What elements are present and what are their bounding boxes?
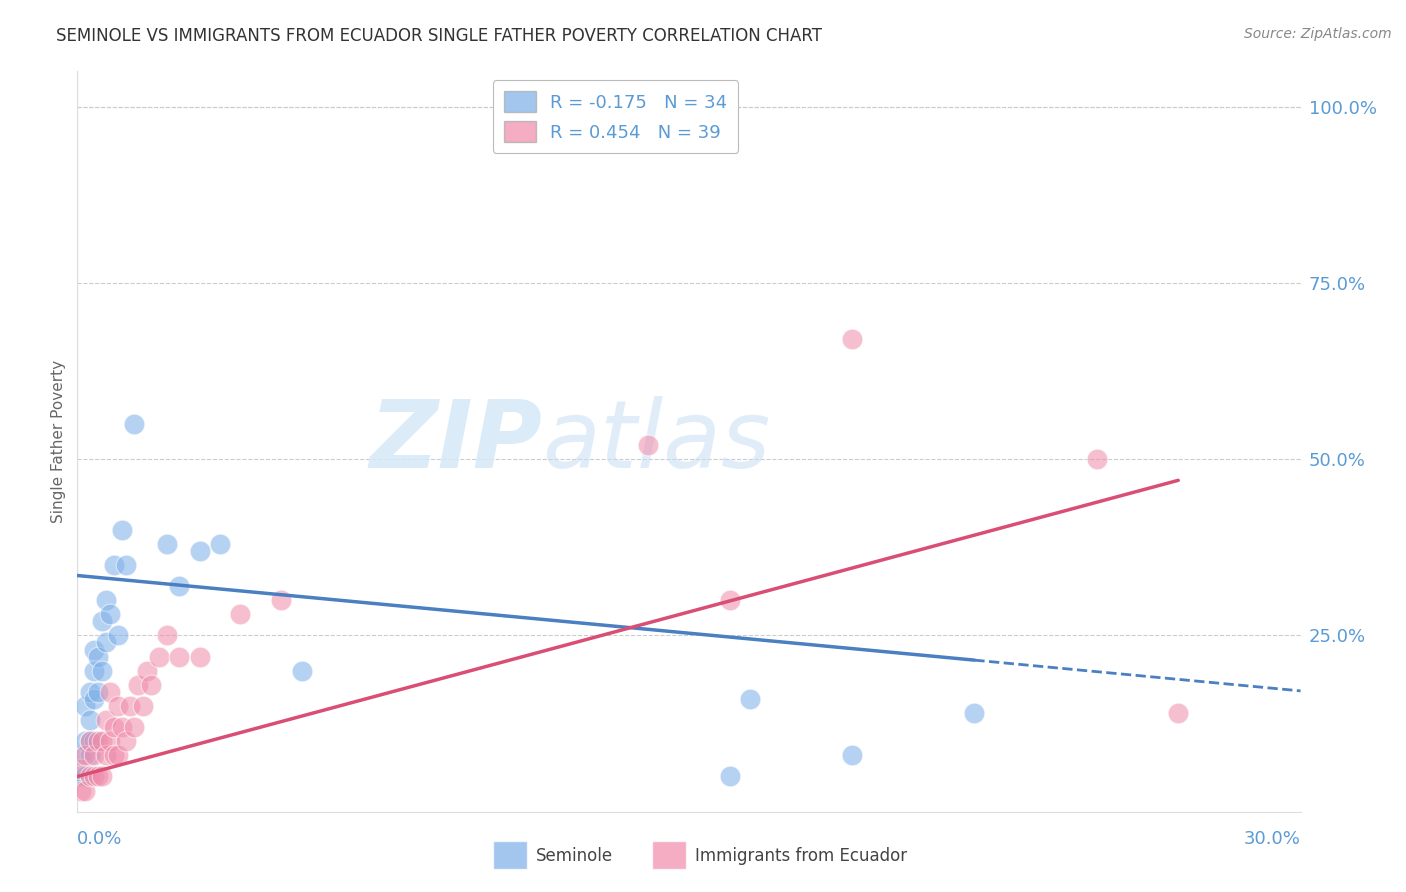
Point	[79, 748, 101, 763]
Legend: R = -0.175   N = 34, R = 0.454   N = 39: R = -0.175 N = 34, R = 0.454 N = 39	[492, 80, 738, 153]
Point	[79, 713, 101, 727]
Point	[107, 698, 129, 713]
Point	[963, 706, 986, 720]
Point	[83, 769, 105, 783]
Point	[1085, 452, 1108, 467]
Point	[70, 748, 93, 763]
Point	[740, 692, 762, 706]
Point	[90, 615, 112, 629]
Text: Seminole: Seminole	[536, 847, 613, 865]
Point	[83, 642, 105, 657]
Point	[841, 332, 863, 346]
Point	[1167, 706, 1189, 720]
Point	[98, 607, 121, 622]
Point	[70, 763, 93, 777]
Point	[75, 748, 97, 763]
Point	[79, 734, 101, 748]
Point	[87, 769, 110, 783]
Point	[87, 649, 110, 664]
Text: Source: ZipAtlas.com: Source: ZipAtlas.com	[1244, 27, 1392, 41]
Point	[124, 417, 146, 431]
Point	[75, 698, 97, 713]
Text: SEMINOLE VS IMMIGRANTS FROM ECUADOR SINGLE FATHER POVERTY CORRELATION CHART: SEMINOLE VS IMMIGRANTS FROM ECUADOR SING…	[56, 27, 823, 45]
Point	[98, 685, 121, 699]
Point	[75, 783, 97, 797]
Point	[90, 734, 112, 748]
Point	[270, 593, 292, 607]
Point	[128, 678, 150, 692]
Point	[98, 734, 121, 748]
Point	[107, 748, 129, 763]
FancyBboxPatch shape	[652, 841, 686, 870]
Text: Immigrants from Ecuador: Immigrants from Ecuador	[695, 847, 907, 865]
Point	[148, 649, 170, 664]
Point	[90, 664, 112, 678]
Point	[115, 558, 138, 572]
Point	[87, 685, 110, 699]
Point	[79, 769, 101, 783]
Point	[83, 748, 105, 763]
Point	[94, 748, 117, 763]
Point	[291, 664, 314, 678]
Text: 30.0%: 30.0%	[1244, 830, 1301, 848]
Point	[637, 438, 659, 452]
Point	[107, 628, 129, 642]
Point	[75, 734, 97, 748]
Point	[79, 685, 101, 699]
Point	[83, 692, 105, 706]
Point	[169, 649, 191, 664]
Point	[94, 593, 117, 607]
Point	[139, 678, 162, 692]
Text: 0.0%: 0.0%	[77, 830, 122, 848]
Y-axis label: Single Father Poverty: Single Father Poverty	[51, 360, 66, 523]
Point	[111, 523, 134, 537]
Point	[103, 720, 125, 734]
Point	[156, 537, 179, 551]
Point	[188, 544, 211, 558]
Point	[718, 769, 741, 783]
Point	[131, 698, 153, 713]
Text: atlas: atlas	[543, 396, 770, 487]
Point	[169, 579, 191, 593]
Point	[103, 748, 125, 763]
Point	[70, 769, 93, 783]
Point	[718, 593, 741, 607]
Point	[83, 734, 105, 748]
Point	[209, 537, 232, 551]
Point	[135, 664, 157, 678]
Point	[120, 698, 142, 713]
FancyBboxPatch shape	[494, 841, 527, 870]
Point	[156, 628, 179, 642]
Point	[90, 769, 112, 783]
Point	[103, 558, 125, 572]
Point	[115, 734, 138, 748]
Point	[124, 720, 146, 734]
Point	[79, 734, 101, 748]
Point	[87, 734, 110, 748]
Text: ZIP: ZIP	[370, 395, 543, 488]
Point	[94, 635, 117, 649]
Point	[70, 783, 93, 797]
Point	[83, 664, 105, 678]
Point	[188, 649, 211, 664]
Point	[94, 713, 117, 727]
Point	[841, 748, 863, 763]
Point	[111, 720, 134, 734]
Point	[75, 769, 97, 783]
Point	[229, 607, 252, 622]
